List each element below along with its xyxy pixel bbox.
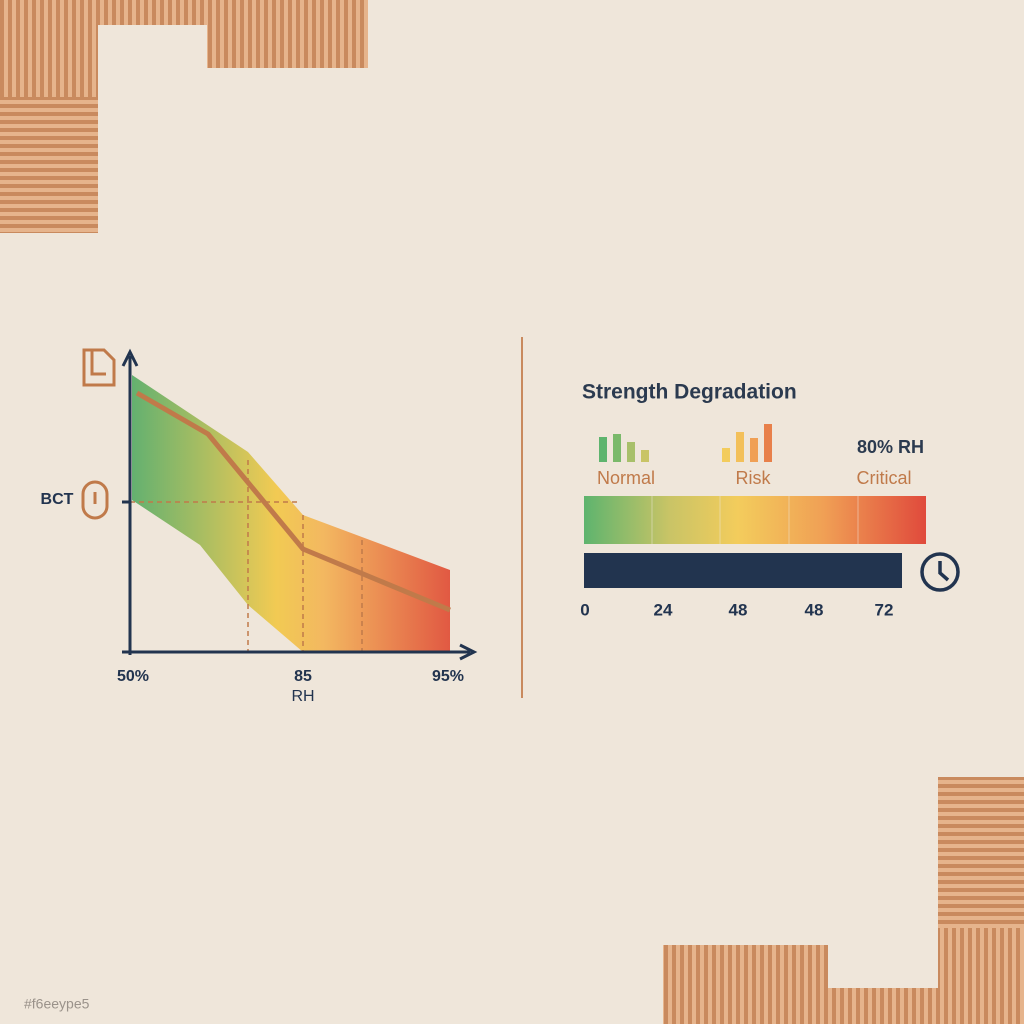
zone-label: Normal bbox=[597, 468, 655, 488]
zone-label: Critical bbox=[856, 468, 911, 488]
time-tick: 72 bbox=[875, 600, 894, 619]
humidity-chart: BCT 50% 85 95% RH bbox=[41, 348, 478, 705]
x-label: 95% bbox=[432, 668, 464, 685]
time-tick: 48 bbox=[729, 600, 748, 619]
x-label: 50% bbox=[117, 668, 149, 685]
footer: #f6eeype5 bbox=[24, 996, 90, 1012]
time-tick: 48 bbox=[805, 600, 824, 619]
y-label: BCT bbox=[41, 491, 74, 508]
clock-icon bbox=[920, 552, 960, 592]
guide-lines bbox=[130, 460, 363, 652]
strength-line bbox=[135, 390, 451, 613]
time-tick: 24 bbox=[654, 600, 673, 619]
x-title: RH bbox=[291, 688, 314, 705]
zone-icons bbox=[599, 424, 772, 462]
condition: 80% RH bbox=[857, 437, 924, 457]
x-label: 85 bbox=[294, 668, 312, 685]
axes bbox=[121, 348, 478, 661]
time-bar bbox=[584, 553, 902, 588]
risk-band bbox=[132, 375, 450, 652]
time-tick: 0 bbox=[580, 600, 589, 619]
zone-label: Risk bbox=[736, 468, 772, 488]
bar-dividers bbox=[651, 496, 859, 544]
panel-title: Strength Degradation bbox=[582, 381, 797, 404]
gradient-bar bbox=[584, 496, 926, 544]
icons bbox=[81, 348, 116, 520]
degradation-panel: Strength Degradation 80% RH Normal Risk … bbox=[580, 381, 960, 619]
